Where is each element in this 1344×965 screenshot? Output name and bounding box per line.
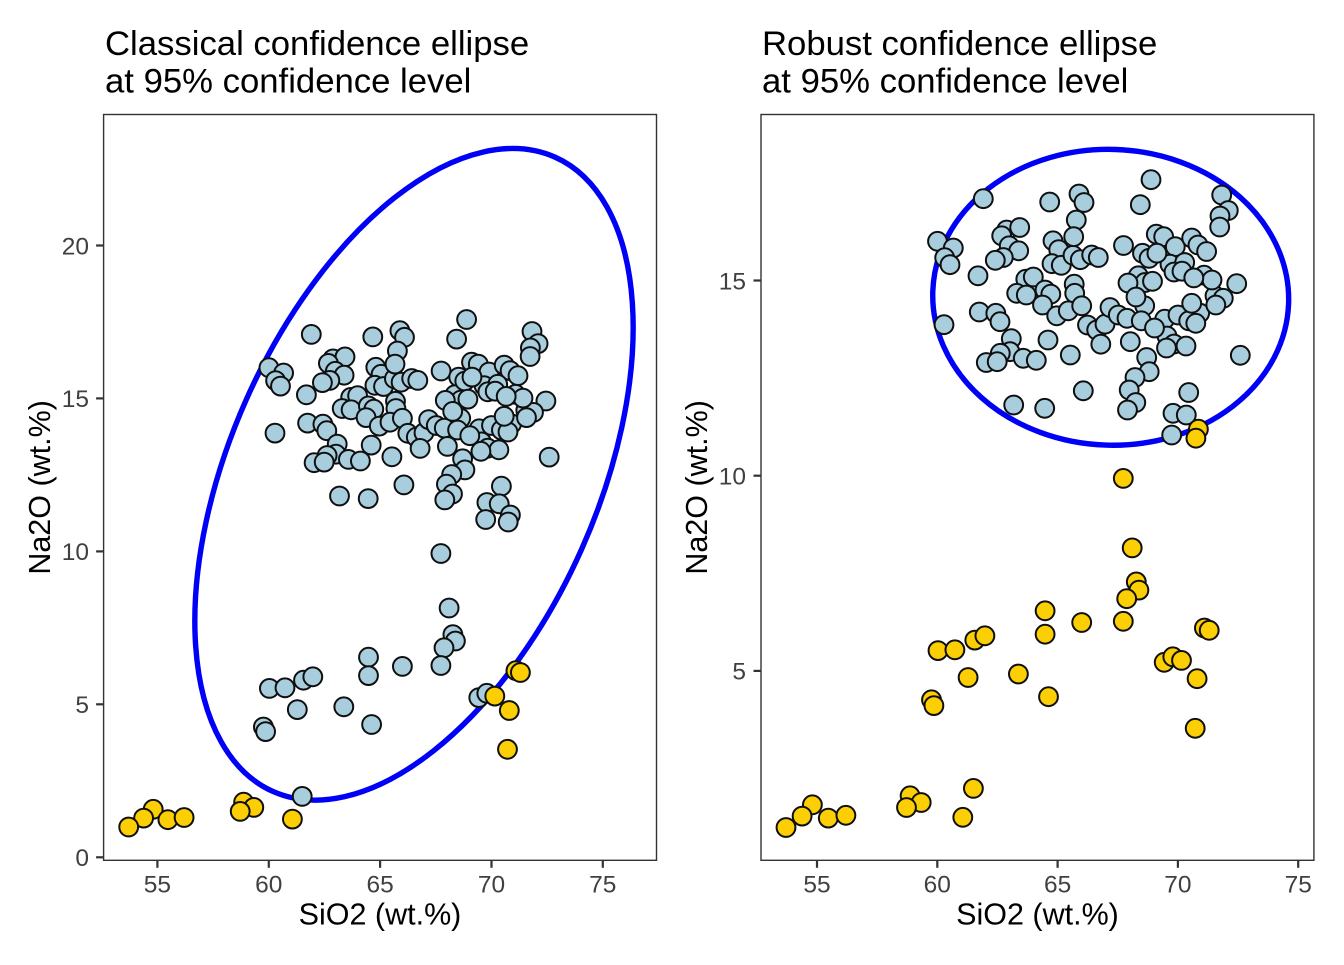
svg-text:75: 75 [1285,872,1312,899]
svg-text:Na2O (wt.%): Na2O (wt.%) [23,400,57,575]
svg-text:at 95% confidence level: at 95% confidence level [762,63,1128,101]
svg-text:10: 10 [62,539,89,566]
svg-text:SiO2 (wt.%): SiO2 (wt.%) [299,898,462,932]
svg-text:5: 5 [75,692,89,719]
svg-text:Na2O (wt.%): Na2O (wt.%) [680,400,714,575]
svg-text:Classical confidence ellipse: Classical confidence ellipse [105,25,529,63]
svg-text:65: 65 [1044,872,1071,899]
svg-text:10: 10 [719,464,746,491]
svg-text:60: 60 [924,872,951,899]
svg-text:20: 20 [62,233,89,260]
svg-text:70: 70 [1164,872,1191,899]
svg-text:Robust confidence ellipse: Robust confidence ellipse [762,25,1157,63]
svg-text:5: 5 [732,659,746,686]
svg-text:15: 15 [62,386,89,413]
svg-text:65: 65 [366,872,393,899]
svg-text:0: 0 [75,845,89,872]
svg-text:55: 55 [803,872,830,899]
svg-text:55: 55 [144,872,171,899]
svg-text:at 95% confidence level: at 95% confidence level [105,63,471,101]
svg-text:15: 15 [719,268,746,295]
svg-text:60: 60 [255,872,282,899]
svg-text:70: 70 [478,872,505,899]
svg-text:SiO2 (wt.%): SiO2 (wt.%) [956,898,1119,932]
svg-text:75: 75 [589,872,616,899]
